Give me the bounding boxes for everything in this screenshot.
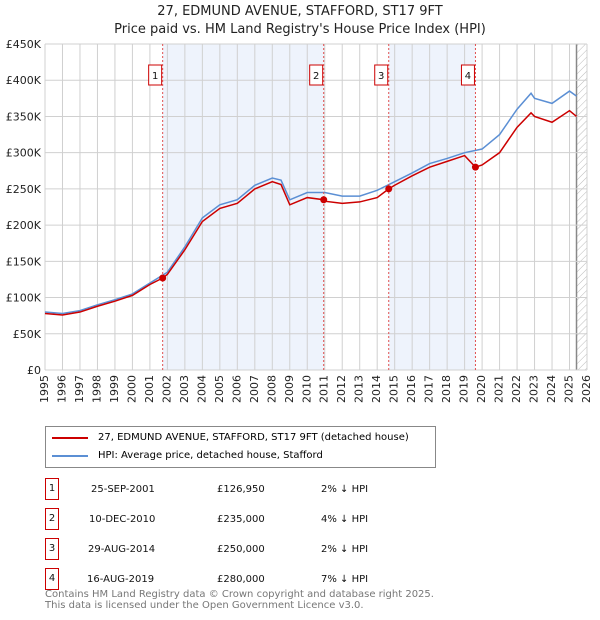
x-tick-label: 2008 <box>265 375 278 403</box>
legend-label-hpi: HPI: Average price, detached house, Staf… <box>98 450 323 461</box>
hpi-line <box>44 90 577 315</box>
x-tick-label: 2023 <box>528 375 541 403</box>
x-tick-label: 2005 <box>213 375 226 403</box>
y-tick-label: £400K <box>6 74 42 87</box>
x-tick-label: 2000 <box>125 375 138 403</box>
legend-swatch-hpi <box>52 454 88 457</box>
sale-price: £250,000 <box>217 544 265 555</box>
y-tick-label: £300K <box>6 147 42 160</box>
shaded-period <box>388 44 476 370</box>
chart-subtitle: Price paid vs. HM Land Registry's House … <box>114 22 486 37</box>
x-tick-label: 2003 <box>178 375 191 403</box>
sale-hpi-diff: 4% ↓ HPI <box>321 514 369 525</box>
x-tick-label: 2016 <box>405 375 418 403</box>
sale-number: 4 <box>45 568 59 590</box>
x-tick-label: 2014 <box>370 375 383 403</box>
sale-point <box>159 274 167 282</box>
x-tick-label: 2025 <box>563 375 576 403</box>
sale-hpi-diff: 7% ↓ HPI <box>321 574 369 585</box>
x-tick-label: 2017 <box>423 375 436 403</box>
chart-title: 27, EDMUND AVENUE, STAFFORD, ST17 9FT <box>157 4 443 19</box>
x-tick-label: 2013 <box>353 375 366 403</box>
x-tick-label: 2010 <box>300 375 313 403</box>
x-tick-label: 1997 <box>73 375 86 403</box>
sale-date: 16-AUG-2019 <box>87 574 155 585</box>
plot-area: 1995 1996 1997 1998 1999 2000 2001 2002 2003 2004… <box>6 38 593 403</box>
sale-label-box <box>309 64 324 86</box>
sale-date: 10-DEC-2010 <box>89 514 156 525</box>
sale-hpi-diff: 2% ↓ HPI <box>321 544 369 555</box>
x-tick-label: 2020 <box>475 375 488 403</box>
sale-date: 25-SEP-2001 <box>91 484 155 495</box>
x-tick-label: 1996 <box>55 375 68 403</box>
x-tick-label: 2002 <box>160 375 173 403</box>
sale-point <box>385 185 393 193</box>
y-tick-label: £350K <box>6 110 42 123</box>
sale-point <box>471 163 479 171</box>
x-tick-label: 2001 <box>143 375 156 403</box>
x-tick-label: 2015 <box>388 375 401 403</box>
sale-label-number: 2 <box>313 71 319 82</box>
shaded-period <box>162 44 324 370</box>
y-tick-label: £50K <box>13 328 42 341</box>
x-tick-label: 2026 <box>580 375 593 403</box>
sale-label-number: 3 <box>378 71 384 82</box>
sale-label-number: 1 <box>152 71 158 82</box>
sale-hpi-diff: 2% ↓ HPI <box>321 484 369 495</box>
y-tick-label: £250K <box>6 183 42 196</box>
y-tick-label: £200K <box>6 219 42 232</box>
legend-swatch-property <box>52 436 88 439</box>
y-tick-label: £100K <box>6 292 42 305</box>
sale-number: 1 <box>45 478 59 500</box>
footer-licence: This data is licensed under the Open Gov… <box>45 600 364 611</box>
forecast-hatch <box>576 44 587 370</box>
sale-number: 3 <box>45 538 59 560</box>
sale-price: £235,000 <box>217 514 265 525</box>
x-tick-label: 2012 <box>335 375 348 403</box>
x-tick-label: 2018 <box>440 375 453 403</box>
legend: 27, EDMUND AVENUE, STAFFORD, ST17 9FT (d… <box>45 426 436 468</box>
x-tick-label: 1995 <box>38 375 51 403</box>
sale-price: £126,950 <box>217 484 265 495</box>
sale-label-box <box>148 64 163 86</box>
x-tick-label: 2024 <box>545 375 558 403</box>
sale-label-number: 4 <box>465 71 471 82</box>
sale-price: £280,000 <box>217 574 265 585</box>
y-tick-label: £450K <box>6 38 42 51</box>
x-tick-label: 2009 <box>283 375 296 403</box>
sale-point <box>320 196 328 204</box>
sale-number: 2 <box>45 508 59 530</box>
sale-label-box <box>374 64 389 86</box>
x-tick-label: 1999 <box>108 375 121 403</box>
x-tick-label: 2011 <box>318 375 331 403</box>
sale-label-box <box>460 64 475 86</box>
y-tick-label: £0 <box>27 364 41 377</box>
sale-date: 29-AUG-2014 <box>88 544 156 555</box>
x-tick-label: 1998 <box>90 375 103 403</box>
legend-label-property: 27, EDMUND AVENUE, STAFFORD, ST17 9FT (d… <box>98 432 409 443</box>
x-tick-label: 2007 <box>248 375 261 403</box>
x-tick-label: 2022 <box>510 375 523 403</box>
x-tick-label: 2021 <box>493 375 506 403</box>
x-tick-label: 2019 <box>458 375 471 403</box>
y-tick-label: £150K <box>6 255 42 268</box>
footer-copyright: Contains HM Land Registry data © Crown c… <box>45 589 434 600</box>
x-tick-label: 2004 <box>195 375 208 403</box>
x-tick-label: 2006 <box>230 375 243 403</box>
